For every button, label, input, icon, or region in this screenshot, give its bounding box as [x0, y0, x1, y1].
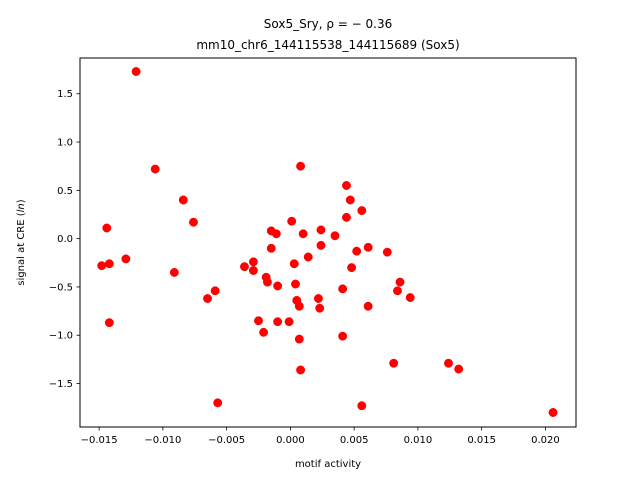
y-tick-label: 0.5: [57, 186, 73, 197]
data-point: [121, 254, 131, 264]
data-point: [313, 294, 323, 303]
data-point: [294, 334, 304, 344]
data-point: [294, 301, 304, 311]
data-point: [169, 268, 179, 277]
y-axis-label-variable: ln: [16, 203, 27, 212]
data-point: [316, 240, 326, 250]
data-point: [240, 262, 249, 272]
data-point: [330, 231, 340, 241]
data-point: [342, 212, 351, 222]
data-point: [315, 303, 325, 313]
data-point: [303, 252, 313, 262]
data-point: [296, 161, 306, 171]
data-point: [357, 401, 367, 411]
y-tick-label: −1.5: [49, 379, 73, 390]
data-point: [357, 206, 367, 216]
data-point: [363, 301, 373, 311]
x-tick-label: 0.005: [340, 435, 369, 446]
x-tick-label: −0.010: [144, 435, 181, 446]
data-point: [104, 259, 114, 269]
data-points: [97, 67, 558, 417]
data-point: [316, 225, 326, 235]
data-point: [291, 279, 300, 289]
data-point: [178, 195, 188, 205]
data-point: [338, 331, 348, 341]
data-point: [444, 358, 453, 368]
data-point: [342, 181, 351, 190]
data-point: [298, 229, 308, 239]
data-point: [287, 216, 297, 226]
data-point: [102, 223, 112, 233]
data-point: [131, 67, 141, 76]
y-axis-label-suffix: ): [16, 199, 27, 203]
data-point: [345, 195, 355, 205]
x-axis-ticks: −0.015 −0.010 −0.005 0.000 0.005 0.010 0.015 0.…: [81, 427, 560, 446]
data-point: [363, 242, 373, 252]
chart-subtitle: mm10_chr6_144115538_144115689 (Sox5): [196, 38, 459, 52]
x-axis-label: motif activity: [295, 459, 361, 470]
data-point: [254, 316, 263, 326]
x-tick-label: 0.020: [531, 435, 560, 446]
data-point: [203, 294, 212, 303]
data-point: [97, 261, 107, 271]
data-point: [150, 164, 160, 174]
data-point: [338, 284, 348, 294]
y-tick-label: −1.0: [49, 331, 73, 342]
x-tick-label: 0.015: [467, 435, 496, 446]
y-tick-label: 0.0: [57, 234, 73, 245]
data-point: [347, 263, 357, 273]
y-tick-label: 1.0: [57, 138, 73, 149]
data-point: [395, 277, 405, 287]
data-point: [273, 317, 283, 327]
data-point: [454, 364, 464, 374]
x-tick-label: 0.000: [276, 435, 305, 446]
data-point: [352, 246, 362, 256]
data-point: [389, 358, 399, 368]
chart-title: Sox5_Sry, ρ = − 0.36: [264, 17, 393, 31]
data-point: [104, 318, 114, 328]
data-point: [289, 259, 299, 269]
data-point: [210, 286, 220, 296]
data-point: [262, 277, 272, 287]
data-point: [273, 281, 283, 291]
x-tick-label: 0.010: [404, 435, 433, 446]
data-point: [248, 257, 258, 267]
y-axis-ticks: −1.5 −1.0 −0.5 0.0 0.5 1.0 1.5: [49, 89, 80, 390]
data-point: [284, 317, 294, 327]
data-point: [213, 398, 223, 408]
data-point: [548, 408, 558, 417]
y-tick-label: −0.5: [49, 282, 73, 293]
x-tick-label: −0.015: [81, 435, 118, 446]
data-point: [266, 243, 276, 253]
data-point: [393, 286, 402, 296]
y-axis-label: signal at CRE (ln): [16, 199, 27, 285]
data-point: [259, 327, 269, 337]
data-point: [296, 365, 306, 375]
data-point: [248, 266, 258, 275]
data-point: [189, 217, 198, 227]
y-tick-label: 1.5: [57, 89, 73, 100]
y-axis-label-prefix: signal at CRE (: [16, 212, 27, 285]
data-point: [382, 247, 392, 257]
data-point: [405, 293, 415, 303]
x-tick-label: −0.005: [208, 435, 245, 446]
plot-area-frame: [79, 57, 577, 428]
data-point: [271, 229, 281, 239]
